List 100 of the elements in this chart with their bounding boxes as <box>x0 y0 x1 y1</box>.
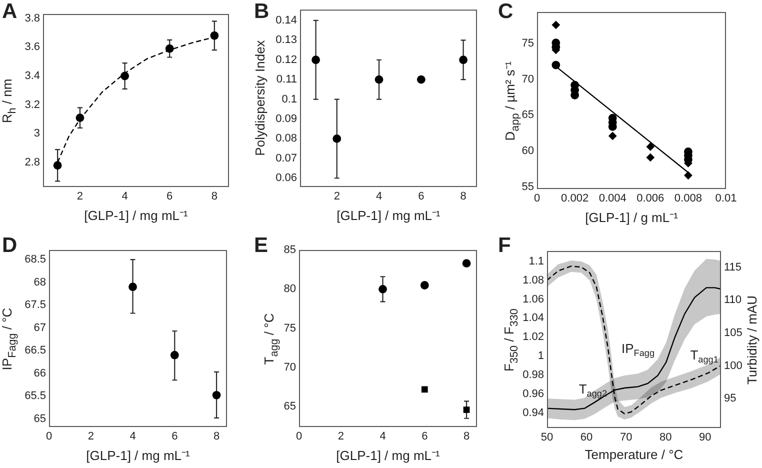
y-tick-label: 66.5 <box>24 344 46 357</box>
y-tick-label: 0.96 <box>522 388 544 400</box>
y-tick-label: 0.13 <box>276 34 297 46</box>
y-tick-label: 65 <box>522 109 534 122</box>
y-tick-label: 0.09 <box>276 113 297 126</box>
point <box>212 390 221 400</box>
x-tick-label: 80 <box>660 432 672 444</box>
y-tick-label: 65 <box>284 400 296 413</box>
y-tick-label: 3.6 <box>24 41 40 54</box>
x-tick-label: 8 <box>460 190 466 203</box>
y2-tick-label: 100 <box>724 360 742 372</box>
point <box>608 132 617 140</box>
x-tick-label: 8 <box>213 430 220 443</box>
chart-title: B <box>254 0 270 23</box>
x-tick-label: 4 <box>376 190 382 203</box>
y-tick-label: 65.5 <box>24 390 46 402</box>
point <box>53 161 62 170</box>
y-tick-label: 75 <box>522 38 534 50</box>
x-axis-title: [GLP-1] / mg mL⁻¹ <box>84 207 188 224</box>
x-tick-label: 4 <box>130 430 136 443</box>
y-tick-label: 1.08 <box>522 274 544 286</box>
y-tick-label: 67.5 <box>24 299 46 312</box>
y-tick-label: 60 <box>522 145 534 158</box>
y-tick-label: 1.06 <box>522 293 544 306</box>
x-tick-label: 0 <box>46 430 52 443</box>
x-axis-title: [GLP-1] / g mL⁻¹ <box>585 209 678 226</box>
y-tick-label: 1.1 <box>528 255 544 268</box>
y-tick-label: 65 <box>34 412 46 425</box>
x-tick-label: 60 <box>580 432 593 444</box>
chart-title: F <box>498 234 511 257</box>
y-tick-label: 3 <box>34 128 40 140</box>
x-tick-label: 0.002 <box>561 192 589 205</box>
y2-tick-label: 115 <box>724 261 742 274</box>
point <box>420 281 429 290</box>
x-tick-label: 4 <box>122 190 128 203</box>
y-tick-label: 67 <box>34 322 46 334</box>
point <box>463 406 470 413</box>
point <box>378 284 387 294</box>
point <box>646 153 655 162</box>
y-tick-label: 0.08 <box>276 132 297 145</box>
y-tick-label: 1 <box>538 350 544 362</box>
y2-axis-title: Turbidity / mAU <box>744 294 760 384</box>
x-tick-label: 6 <box>166 190 173 203</box>
chart-title: C <box>498 0 514 23</box>
y2-tick-label: 110 <box>724 294 742 306</box>
x-axis-title: Temperature / °C <box>584 447 684 462</box>
point <box>552 20 560 30</box>
x-tick-label: 6 <box>422 430 428 443</box>
y-tick-label: 3.2 <box>24 98 40 111</box>
y-tick-label: 1.02 <box>522 331 544 344</box>
x-tick-label: 70 <box>620 432 632 444</box>
chart-title: E <box>254 234 268 257</box>
y-tick-label: 0.06 <box>276 172 297 184</box>
x-tick-label: 90 <box>699 432 712 444</box>
point <box>128 282 137 292</box>
x-tick-label: 4 <box>380 430 386 443</box>
point <box>459 56 468 64</box>
x-tick-label: 0 <box>534 192 540 205</box>
x-tick-label: 6 <box>172 430 178 443</box>
chart-title: D <box>2 234 18 257</box>
x-tick-label: 0.004 <box>598 192 626 205</box>
y2-tick-label: 95 <box>724 392 736 405</box>
x-tick-label: 2 <box>88 430 94 443</box>
point <box>421 386 428 393</box>
x-tick-label: 50 <box>540 432 554 444</box>
x-tick-label: 2 <box>76 190 84 203</box>
y2-tick-label: 105 <box>724 326 742 339</box>
x-tick-label: 2 <box>338 430 344 443</box>
y-tick-label: 75 <box>284 322 296 334</box>
y-tick-label: 0.12 <box>276 54 297 66</box>
x-axis-title: [GLP-1] / mg mL⁻¹ <box>86 447 190 464</box>
y-tick-label: 66 <box>34 367 46 380</box>
x-tick-label: 8 <box>211 190 218 203</box>
y-tick-label: 55 <box>522 180 534 193</box>
point <box>416 75 426 84</box>
point <box>210 31 219 40</box>
x-tick-label: 6 <box>418 190 424 203</box>
point <box>646 142 655 151</box>
y-tick-label: 0.11 <box>276 74 297 86</box>
x-axis-title: [GLP-1] / mg mL⁻¹ <box>336 447 440 464</box>
y-tick-label: 0.98 <box>522 369 544 382</box>
point <box>684 171 692 180</box>
chart-title: A <box>2 0 18 23</box>
y-tick-label: 68 <box>34 276 46 288</box>
y-tick-label: 0.1 <box>282 93 297 106</box>
x-tick-label: 2 <box>334 190 340 203</box>
x-tick-label: 0.008 <box>674 192 702 205</box>
x-axis-title: [GLP-1] / mg mL⁻¹ <box>336 207 440 224</box>
y-tick-label: 3.8 <box>24 12 40 24</box>
y-tick-label: 1.04 <box>522 312 544 324</box>
y-tick-label: 0.94 <box>522 406 544 419</box>
x-tick-label: 0.01 <box>715 192 737 205</box>
y-tick-label: 68.5 <box>24 254 46 266</box>
y-tick-label: 0.07 <box>276 152 297 164</box>
x-tick-label: 0 <box>296 430 302 443</box>
y-axis-title: Polydispersity Index <box>252 40 268 156</box>
point <box>462 259 471 268</box>
y-tick-label: 70 <box>284 362 296 374</box>
y-tick-label: 85 <box>284 244 296 256</box>
x-tick-label: 8 <box>463 430 470 443</box>
